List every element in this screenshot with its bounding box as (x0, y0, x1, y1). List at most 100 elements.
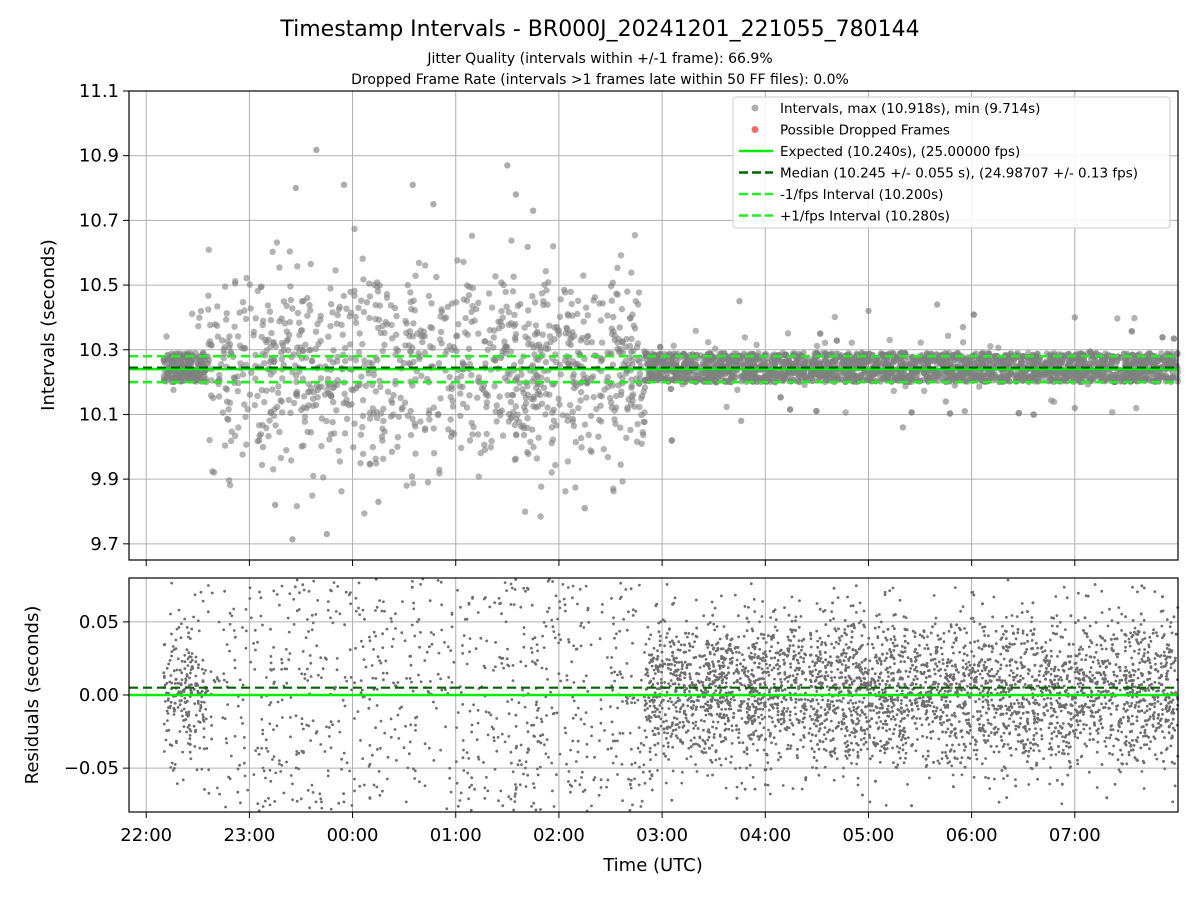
residual-point (401, 600, 404, 603)
interval-point (520, 403, 528, 411)
interval-point (404, 281, 411, 289)
residual-point (204, 707, 208, 711)
interval-point (641, 384, 649, 391)
residual-point (186, 725, 190, 729)
interval-point (168, 375, 176, 382)
residual-point (486, 789, 490, 793)
residual-point (410, 680, 413, 684)
interval-point (631, 325, 639, 332)
interval-point (254, 287, 261, 295)
residual-point (489, 713, 493, 717)
interval-point (215, 393, 223, 400)
residual-point (175, 668, 179, 672)
interval-point (272, 501, 279, 509)
chart-title: Timestamp Intervals - BR000J_20241201_22… (279, 17, 919, 42)
interval-point (359, 412, 367, 420)
residual-point (268, 803, 272, 807)
interval-point (633, 344, 641, 351)
interval-point (446, 342, 453, 350)
interval-point (616, 324, 623, 331)
residual-point (174, 638, 178, 642)
residual-point (579, 717, 583, 721)
residual-point (183, 667, 187, 670)
interval-point (555, 395, 562, 402)
interval-point (550, 243, 557, 250)
residual-point (189, 671, 192, 675)
interval-point (360, 308, 368, 316)
residual-point (269, 668, 272, 671)
residual-point (307, 589, 311, 593)
residual-point (629, 786, 633, 790)
residual-point (189, 668, 193, 672)
interval-point (278, 349, 285, 356)
interval-point (1030, 374, 1037, 381)
residual-point (425, 650, 429, 654)
interval-point (462, 314, 469, 322)
interval-point (357, 460, 364, 467)
interval-point (393, 331, 400, 338)
residual-point (569, 790, 572, 794)
interval-point (570, 379, 577, 386)
interval-point (762, 373, 769, 381)
residual-point (533, 661, 537, 665)
residual-point (311, 719, 315, 723)
interval-point (614, 291, 621, 298)
residual-point (611, 688, 614, 692)
interval-point (454, 257, 461, 264)
interval-point (530, 403, 537, 410)
residual-point (592, 778, 596, 782)
interval-point (264, 302, 272, 309)
residual-point (385, 777, 389, 781)
interval-point (485, 290, 493, 297)
residual-point (522, 632, 526, 636)
interval-point (273, 239, 281, 246)
interval-point (409, 382, 416, 389)
interval-point (544, 404, 551, 411)
residual-point (631, 697, 635, 700)
interval-point (446, 373, 453, 381)
residual-point (567, 770, 571, 773)
interval-point (846, 357, 854, 364)
interval-point (557, 371, 564, 378)
residual-point (225, 680, 229, 684)
interval-point (550, 417, 558, 424)
residual-point (233, 635, 237, 639)
residual-point (280, 763, 284, 767)
interval-point (325, 333, 332, 340)
residual-point (633, 701, 637, 705)
interval-point (987, 372, 995, 379)
residual-point (631, 608, 635, 612)
residual-point (495, 717, 499, 720)
residual-point (486, 733, 490, 737)
residual-point (207, 768, 211, 772)
interval-point (495, 325, 503, 332)
interval-point (543, 287, 550, 294)
residual-point (549, 690, 552, 694)
residual-point (202, 715, 205, 719)
residual-point (620, 762, 624, 766)
residual-point (414, 729, 417, 732)
interval-point (301, 393, 308, 400)
interval-point (239, 299, 247, 306)
residual-point (252, 642, 256, 645)
interval-point (372, 388, 379, 395)
interval-point (619, 478, 626, 485)
residual-point (536, 767, 539, 771)
residual-point (370, 753, 374, 757)
residual-point (550, 618, 554, 622)
residual-point (547, 606, 551, 610)
interval-point (418, 372, 425, 379)
interval-point (436, 466, 443, 473)
residual-point (534, 808, 538, 812)
interval-point (195, 323, 202, 330)
residual-point (641, 770, 645, 774)
interval-point (610, 313, 617, 321)
residual-point (300, 722, 304, 726)
residual-point (180, 678, 184, 682)
residual-point (616, 739, 619, 743)
residual-point (193, 593, 197, 597)
interval-point (433, 273, 440, 281)
interval-point (1050, 357, 1058, 365)
interval-point (363, 299, 371, 306)
residual-point (526, 751, 529, 754)
